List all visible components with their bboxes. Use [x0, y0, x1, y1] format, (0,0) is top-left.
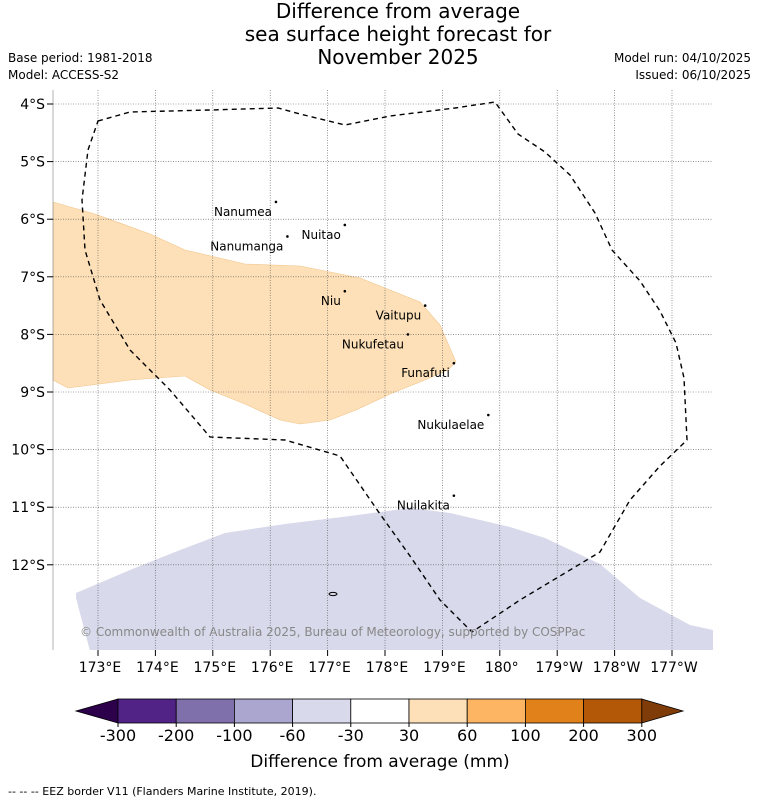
- reef-marker: [328, 591, 338, 597]
- title-line-3: November 2025: [317, 45, 479, 69]
- lon-tick-label: 180°: [485, 660, 519, 676]
- lon-tick-label: 179°W: [535, 660, 583, 676]
- issued-date: Issued: 06/10/2025: [635, 68, 751, 82]
- colorbar-tick-label: 100: [510, 726, 541, 745]
- colorbar-segment: [292, 698, 352, 724]
- positive-anomaly-region: [53, 201, 457, 425]
- base-period: Base period: 1981-2018: [8, 51, 153, 65]
- lat-tick-label: 10°S: [11, 443, 45, 459]
- island-marker: [452, 361, 456, 365]
- lat-tick-label: 9°S: [20, 385, 45, 401]
- eez-border: [81, 101, 688, 633]
- lat-tick-label: 7°S: [20, 270, 45, 286]
- colorbar-tick-label: -300: [100, 726, 136, 745]
- graticule: [53, 90, 713, 650]
- colorbar-segment: [117, 698, 177, 724]
- colorbar-segment: [583, 698, 643, 724]
- colorbar-over-arrow: [641, 698, 685, 724]
- colorbar-tick-label: -30: [338, 726, 364, 745]
- title-line-2: sea surface height forecast for: [244, 22, 552, 46]
- island-marker: [406, 333, 410, 336]
- meta-left: Base period: 1981-2018 Model: ACCESS-S2: [8, 50, 153, 84]
- colorbar-segment: [350, 698, 410, 724]
- colorbar-tick-label: 60: [457, 726, 477, 745]
- lon-tick-label: 173°E: [79, 660, 122, 676]
- colorbar: -300 -200 -100 -60 -30 30 60 100 200 300: [74, 698, 685, 745]
- colorbar-segment: [525, 698, 585, 724]
- island-label: Nukufetau: [342, 337, 404, 351]
- map-plot-area: Nanumea Nuitao Nanumanga Niu Vaitupu Nukufeta…: [53, 90, 713, 650]
- lon-tick-label: 174°E: [136, 660, 179, 676]
- colorbar-under-arrow: [74, 698, 119, 724]
- colorbar-tick-label: -100: [216, 726, 252, 745]
- island-marker: [343, 289, 347, 293]
- lat-tick-label: 4°S: [20, 97, 45, 113]
- lon-tick-label: 176°E: [251, 660, 294, 676]
- colorbar-segment: [175, 698, 235, 724]
- lon-tick-label: 177°E: [308, 660, 351, 676]
- longitude-labels: 173°E 174°E 175°E 176°E 177°E 178°E 179°E 180° 1…: [79, 650, 698, 676]
- model-name: Model: ACCESS-S2: [8, 68, 120, 82]
- colorbar-tick-label: 300: [627, 726, 658, 745]
- island-marker: [452, 494, 456, 497]
- island-label: Funafuti: [401, 366, 450, 380]
- lon-tick-label: 177°W: [650, 660, 698, 676]
- chart-title: Difference from average sea surface heig…: [0, 0, 758, 69]
- island-marker: [487, 413, 490, 417]
- colorbar-segment: [466, 698, 526, 724]
- lon-tick-label: 179°E: [423, 660, 466, 676]
- lon-tick-label: 175°E: [194, 660, 237, 676]
- island-marker: [343, 223, 347, 227]
- colorbar-tick-label: -200: [158, 726, 194, 745]
- model-run: Model run: 04/10/2025: [613, 51, 751, 65]
- colorbar-segment: [233, 698, 293, 724]
- meta-right: Model run: 04/10/2025 Issued: 06/10/2025: [614, 50, 751, 84]
- colorbar-tick-label: 200: [568, 726, 599, 745]
- title-line-1: Difference from average: [275, 0, 521, 23]
- island-label: Nuitao: [301, 228, 340, 242]
- lat-tick-label: 12°S: [11, 558, 45, 574]
- island-label: Niu: [321, 294, 341, 308]
- island-marker: [423, 304, 427, 307]
- lat-tick-label: 11°S: [11, 500, 45, 516]
- lat-tick-label: 5°S: [20, 155, 45, 171]
- colorbar-tick-label: -60: [280, 726, 306, 745]
- island-marker: [286, 235, 289, 238]
- island-label: Nanumanga: [210, 239, 283, 253]
- island-label: Nanumea: [214, 205, 272, 219]
- lat-tick-label: 6°S: [20, 212, 45, 228]
- latitude-labels: 4°S 5°S 6°S 7°S 8°S 9°S 10°S 11°S 12°S: [11, 97, 53, 574]
- lon-tick-label: 178°E: [366, 660, 409, 676]
- colorbar-tick-label: 30: [399, 726, 419, 745]
- negative-anomaly-region: [76, 508, 713, 650]
- colorbar-label: Difference from average (mm): [250, 752, 509, 772]
- lon-tick-label: 178°W: [593, 660, 641, 676]
- island-marker: [274, 200, 278, 204]
- islands-layer: Nanumea Nuitao Nanumanga Niu Vaitupu Nukufeta…: [210, 200, 490, 513]
- island-label: Nuilakita: [397, 499, 450, 513]
- island-label: Vaitupu: [376, 309, 422, 323]
- eez-footnote: -- -- -- EEZ border V11 (Flanders Marine…: [8, 785, 317, 798]
- copyright-text: © Commonwealth of Australia 2025, Bureau…: [80, 625, 585, 639]
- island-label: Nukulaelae: [417, 418, 484, 432]
- colorbar-segment: [408, 698, 468, 724]
- lat-tick-label: 8°S: [20, 327, 45, 343]
